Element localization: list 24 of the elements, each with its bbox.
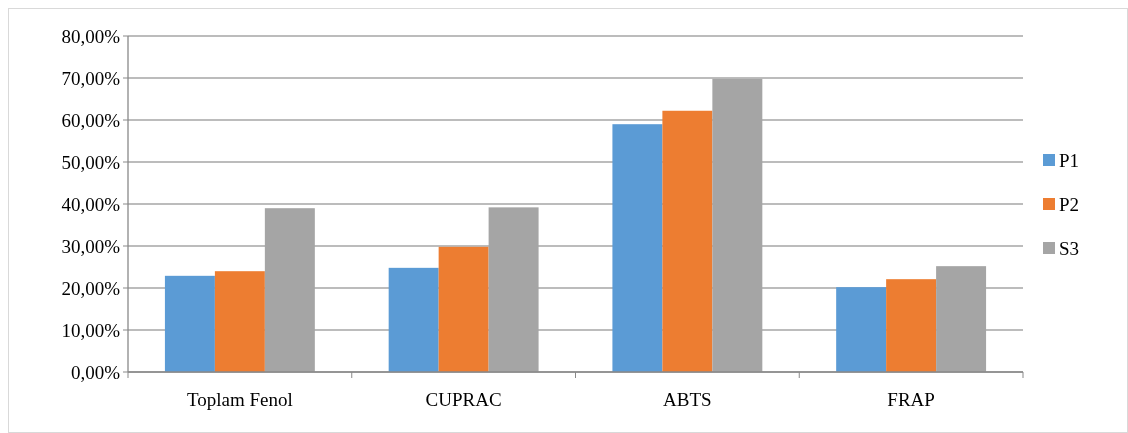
y-tick-label: 60,00%	[61, 109, 121, 131]
bar	[662, 110, 713, 372]
y-tick-label: 50,00%	[61, 151, 121, 173]
x-tick-label: Toplam Fenol	[186, 389, 293, 410]
legend-label: S3	[1059, 237, 1080, 259]
y-tick-label: 20,00%	[61, 277, 121, 299]
bar	[164, 275, 215, 372]
x-tick-label: FRAP	[887, 389, 935, 410]
bar	[886, 279, 937, 372]
y-tick-label: 80,00%	[61, 25, 121, 47]
bar	[388, 267, 439, 372]
y-tick-label: 10,00%	[61, 319, 121, 341]
legend-label: P1	[1059, 149, 1080, 171]
y-tick-label: 30,00%	[61, 235, 121, 257]
x-tick-label: CUPRAC	[425, 389, 502, 410]
y-tick-label: 0,00%	[70, 361, 121, 383]
bar	[612, 124, 663, 372]
x-tick-label: ABTS	[663, 389, 712, 410]
legend-label: P2	[1059, 193, 1080, 215]
y-tick-label: 70,00%	[61, 67, 121, 89]
bar	[836, 287, 887, 372]
bar	[214, 271, 265, 372]
bar	[438, 246, 489, 372]
y-tick-label: 40,00%	[61, 193, 121, 215]
